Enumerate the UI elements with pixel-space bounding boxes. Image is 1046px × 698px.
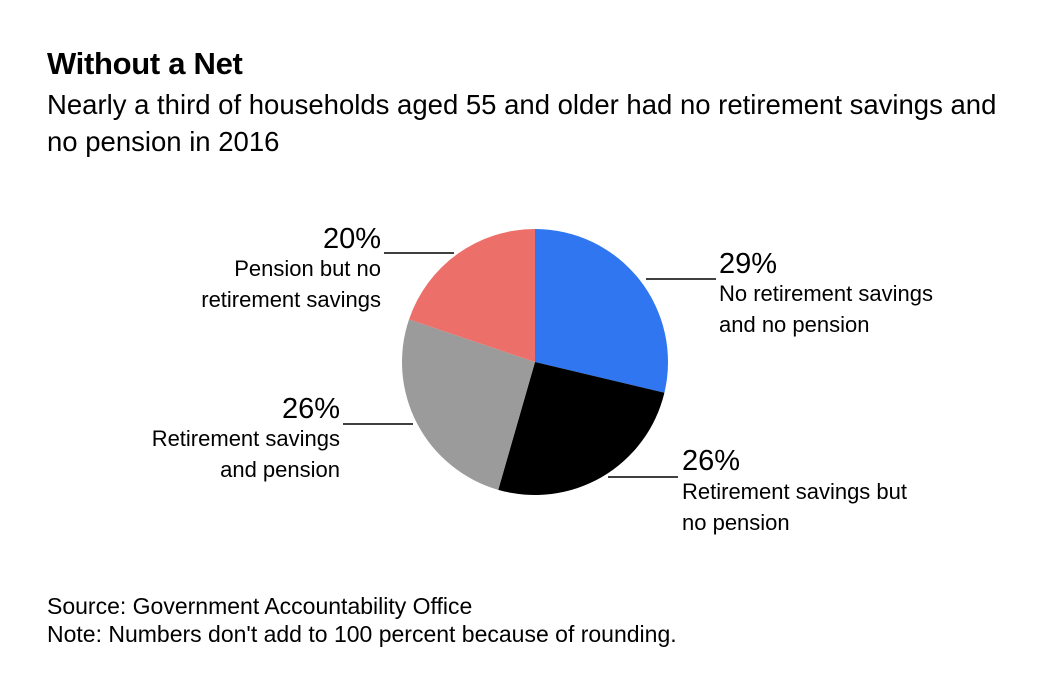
pie-slice-3 bbox=[402, 319, 535, 490]
slice-category-label-2-line-1: Retirement savings but bbox=[682, 479, 907, 504]
slice-category-label-3-line-2: and pension bbox=[220, 457, 340, 482]
chart-footer: Source: Government Accountability Office… bbox=[47, 592, 677, 648]
slice-category-label-1-line-2: and no pension bbox=[719, 312, 869, 337]
slice-labels: 29%No retirement savings and no pension 26… bbox=[152, 223, 933, 535]
slice-percent-label-3: 26% bbox=[282, 393, 340, 425]
pie-slice-4 bbox=[409, 229, 535, 362]
rounding-note: Note: Numbers don't add to 100 percent b… bbox=[47, 621, 677, 647]
pie-slice-1 bbox=[535, 229, 669, 393]
chart-subtitle: Nearly a third of households aged 55 and… bbox=[47, 89, 997, 157]
source-note: Source: Government Accountability Office bbox=[47, 593, 473, 619]
slice-category-label-3-line-1: Retirement savings bbox=[152, 426, 340, 451]
slice-category-label-2-line-2: no pension bbox=[682, 510, 790, 535]
chart-title: Without a Net bbox=[47, 46, 243, 81]
slice-percent-label-1: 29% bbox=[719, 248, 777, 280]
slice-category-label-4-line-2: retirement savings bbox=[201, 287, 381, 312]
pie-slices bbox=[402, 229, 669, 495]
slice-category-label-1-line-1: No retirement savings bbox=[719, 281, 933, 306]
slice-percent-label-2: 26% bbox=[682, 445, 740, 477]
slice-percent-label-4: 20% bbox=[323, 223, 381, 255]
pie-slice-2 bbox=[498, 362, 665, 495]
slice-category-label-4-line-1: Pension but no bbox=[234, 256, 381, 281]
